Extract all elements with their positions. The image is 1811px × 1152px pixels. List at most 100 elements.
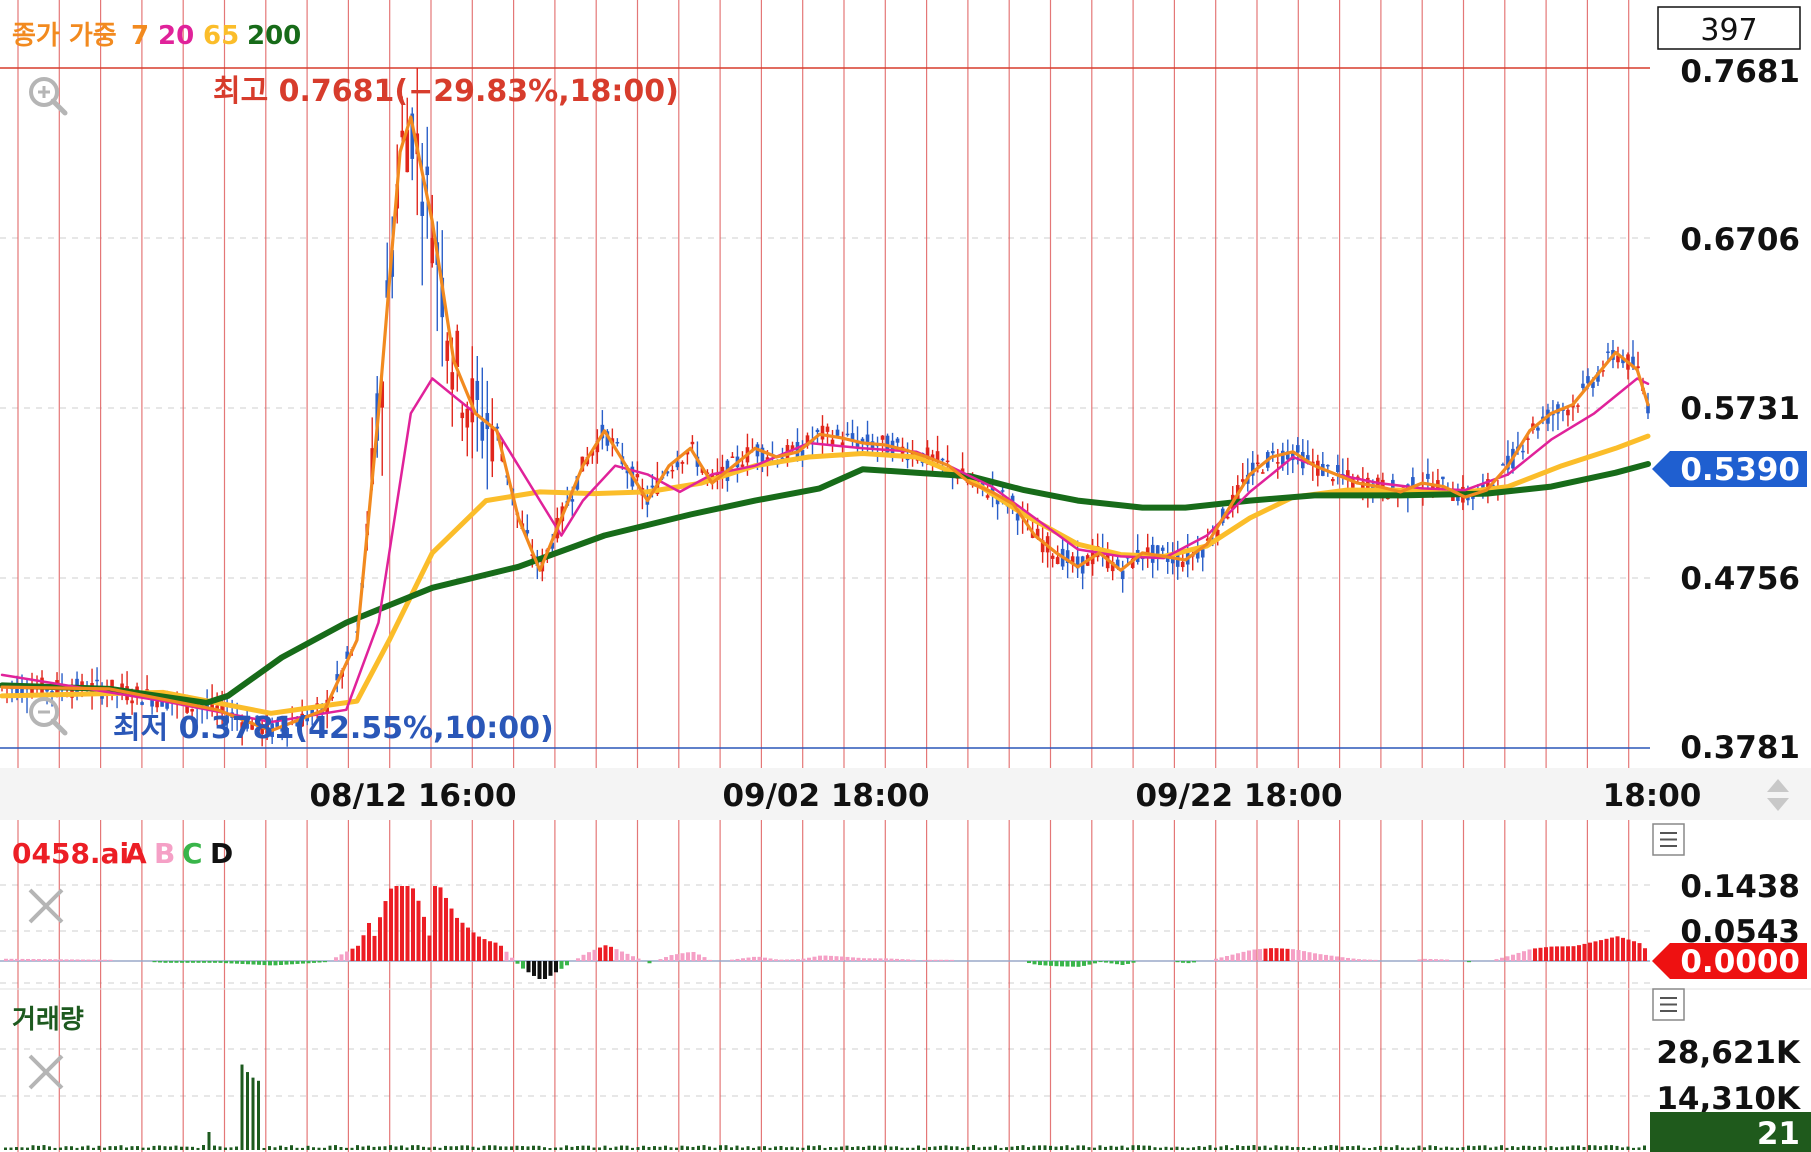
volume-bar — [273, 1147, 277, 1150]
volume-bar — [1489, 1147, 1492, 1150]
volume-bar — [790, 1146, 794, 1150]
osc-bar — [614, 949, 619, 961]
volume-bar — [1571, 1145, 1575, 1150]
candle-body — [1601, 370, 1605, 372]
candle-body — [380, 381, 385, 408]
osc-bar — [301, 961, 305, 964]
osc-bar — [620, 951, 624, 961]
volume-bar — [895, 1146, 898, 1150]
candle-body — [1331, 478, 1335, 482]
candle-body — [275, 720, 279, 727]
osc-bar — [1445, 959, 1449, 961]
volume-bar — [598, 1147, 601, 1150]
hamburger-menu-icon[interactable] — [1652, 988, 1685, 1021]
volume-bar — [994, 1145, 997, 1150]
date-axis[interactable]: 08/12 16:00 09/02 18:00 09/22 18:00 18:0… — [0, 768, 1811, 820]
candle-body — [445, 340, 450, 361]
osc-bar — [1307, 952, 1312, 961]
osc-bar — [15, 958, 19, 961]
volume-bar — [1632, 1147, 1635, 1150]
osc-bar — [1038, 961, 1042, 966]
volume-bar — [207, 1132, 211, 1150]
osc-bar — [1175, 961, 1180, 963]
osc-bar — [361, 935, 366, 961]
volume-bar — [1637, 1147, 1641, 1150]
volume-bar — [1599, 1146, 1602, 1150]
vertical-session-lines — [17, 0, 1630, 1152]
volume-bar — [1104, 1146, 1107, 1150]
osc-bar — [323, 961, 327, 963]
volume-bar — [1626, 1146, 1630, 1150]
osc-bar — [840, 956, 844, 961]
candle-body — [740, 464, 745, 467]
volume-bar — [356, 1145, 359, 1150]
osc-bar — [1291, 949, 1295, 961]
volume-bar — [31, 1145, 35, 1150]
volume-bar — [493, 1145, 497, 1150]
osc-bar — [1346, 957, 1350, 961]
volume-bar — [1247, 1145, 1250, 1150]
candle-body — [825, 426, 830, 432]
candle-body — [425, 166, 430, 176]
moving-average-lines — [0, 115, 1651, 733]
volume-bar — [246, 1072, 249, 1150]
volume-bar — [1219, 1146, 1223, 1150]
osc-bar — [774, 959, 778, 961]
candle-body — [1155, 545, 1160, 557]
volume-bar — [730, 1147, 733, 1150]
volume-bar — [950, 1146, 953, 1150]
price-panel[interactable]: 최고 0.7681(−29.83%,18:00) 최저 0.3781(42.55… — [0, 67, 1651, 749]
candle-body — [1361, 481, 1365, 494]
candle-body — [1526, 438, 1530, 440]
volume-bar — [361, 1146, 365, 1150]
volume-bar — [1494, 1146, 1498, 1150]
candle-body — [940, 458, 945, 461]
candle-body — [315, 703, 319, 705]
volume-bar — [1181, 1147, 1184, 1150]
volume-bar — [928, 1146, 931, 1150]
volume-bar — [477, 1147, 480, 1150]
close-x-icon[interactable] — [28, 1054, 64, 1090]
osc-bar — [1115, 961, 1119, 965]
volume-bar — [42, 1145, 46, 1150]
volume-bar — [999, 1147, 1003, 1150]
candle-body — [1255, 462, 1260, 465]
volume-bar — [1082, 1145, 1085, 1150]
candle-body — [150, 697, 154, 707]
zoom-in-icon[interactable] — [29, 77, 68, 116]
candle-body — [1215, 529, 1220, 537]
volume-bar — [873, 1145, 876, 1150]
osc-bar — [1192, 961, 1196, 963]
candle-body — [1055, 557, 1060, 564]
volume-bar — [1577, 1145, 1580, 1150]
zoom-out-icon[interactable] — [29, 697, 68, 736]
volume-current-value: 21 — [1757, 1116, 1800, 1152]
volume-bar — [977, 1147, 981, 1150]
volume-bar — [1406, 1147, 1410, 1150]
up-down-arrows-icon[interactable] — [1767, 779, 1789, 811]
volume-bar — [383, 1146, 387, 1150]
osc-bar — [818, 955, 822, 961]
volume-bar — [262, 1147, 266, 1150]
candle-body — [410, 113, 415, 159]
oscillator-panel[interactable]: 0458.ai A B C D 0.1438 0.0543 0.0000 — [0, 823, 1807, 980]
osc-bar — [444, 897, 448, 961]
volume-panel[interactable]: 거래량 28,621K 14,310K 21 — [0, 988, 1811, 1152]
candle-body — [1225, 516, 1230, 519]
candle-body — [1631, 356, 1635, 368]
volume-bar — [240, 1064, 244, 1150]
header-value-box — [1657, 6, 1801, 50]
volume-bar — [1335, 1145, 1338, 1150]
hamburger-menu-icon[interactable] — [1652, 823, 1685, 856]
candle-body — [15, 684, 19, 697]
candle-body — [310, 709, 314, 715]
volume-bar — [1461, 1147, 1465, 1150]
osc-bar — [1544, 947, 1548, 961]
ma-line-7 — [0, 115, 1650, 733]
osc-bar — [889, 958, 894, 961]
volume-tick-0: 28,621K — [1656, 1035, 1801, 1071]
close-x-icon[interactable] — [28, 888, 64, 924]
osc-bar — [1577, 945, 1581, 961]
candle-body — [1285, 451, 1290, 460]
